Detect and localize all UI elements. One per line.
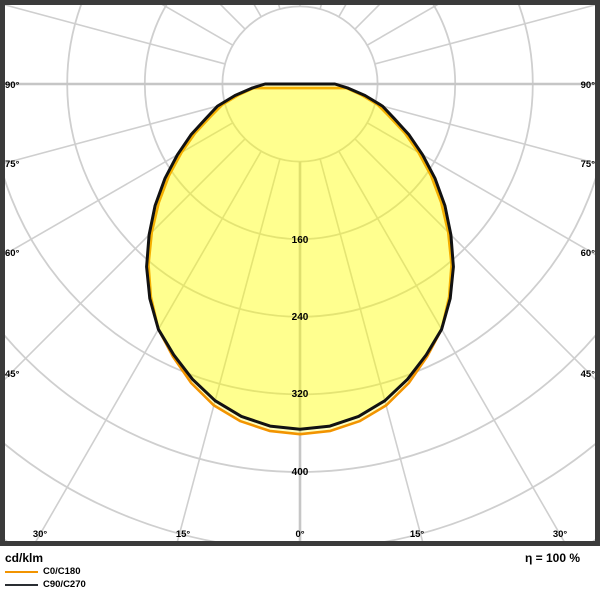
angle-label-left-60: 60° bbox=[5, 248, 20, 259]
angle-label-bottom-30r: 30° bbox=[553, 529, 568, 540]
chart-frame bbox=[0, 0, 600, 546]
angle-label-right-75: 75° bbox=[581, 159, 596, 170]
angle-label-bottom-0: 0° bbox=[295, 529, 304, 540]
ring-label-160: 160 bbox=[292, 235, 309, 246]
angle-label-right-60: 60° bbox=[581, 248, 596, 259]
unit-label: cd/klm bbox=[5, 551, 44, 565]
angle-label-left-90: 90° bbox=[5, 80, 20, 91]
ring-label-400: 400 bbox=[292, 467, 309, 478]
angle-label-left-45: 45° bbox=[5, 369, 20, 380]
legend-item-c90-c270: C90/C270 bbox=[0, 579, 600, 591]
ring-label-240: 240 bbox=[292, 312, 309, 323]
angle-label-bottom-15l: 15° bbox=[176, 529, 191, 540]
c0-c180-label: C0/C180 bbox=[43, 566, 81, 578]
efficiency-label: η = 100 % bbox=[524, 551, 580, 565]
c90-c270-label: C90/C270 bbox=[43, 579, 86, 591]
angle-label-bottom-30l: 30° bbox=[33, 529, 48, 540]
c0-c180-line-swatch bbox=[5, 571, 38, 573]
angle-label-left-75: 75° bbox=[5, 159, 20, 170]
legend-item-c0-c180: C0/C180 bbox=[0, 566, 600, 578]
c90-c270-line-swatch bbox=[5, 584, 38, 586]
chart-footer: cd/klm η = 100 % C0/C180 C90/C270 bbox=[0, 546, 600, 600]
intensity-curves bbox=[145, 82, 455, 436]
ring-label-320: 320 bbox=[292, 389, 309, 400]
angle-label-right-90: 90° bbox=[581, 80, 596, 91]
axis-labels: 90° 75° 60° 45° 90° 75° 60° 45° 30° 15° … bbox=[5, 80, 595, 540]
angle-label-bottom-15r: 15° bbox=[410, 529, 425, 540]
polar-intensity-chart: 90° 75° 60° 45° 90° 75° 60° 45° 30° 15° … bbox=[0, 0, 600, 546]
angle-label-right-45: 45° bbox=[581, 369, 596, 380]
